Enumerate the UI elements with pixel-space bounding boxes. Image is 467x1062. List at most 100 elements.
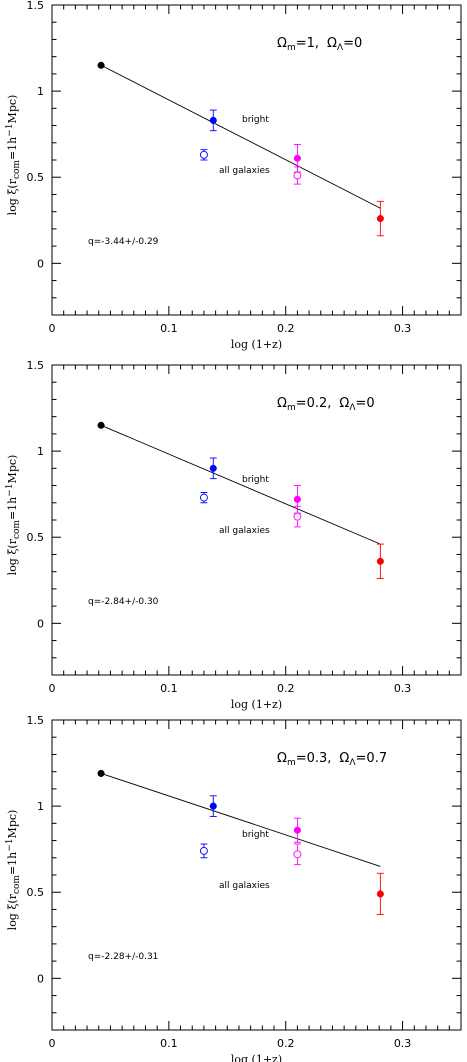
all-galaxies-annotation: all galaxies (219, 166, 270, 176)
data-point (376, 890, 384, 898)
y-axis-label: log ξ(rcom=1h−1Mpc) (5, 810, 22, 931)
data-point (293, 154, 301, 162)
x-tick-label: 0.2 (277, 322, 295, 335)
data-point (293, 495, 301, 503)
y-tick-labels: 0 0.5 1 1.5 (27, 0, 45, 270)
data-point (97, 61, 105, 69)
x-tick-label: 0.2 (277, 682, 295, 695)
y-tick-label: 1 (37, 85, 44, 98)
y-axis-label-sub: com (12, 160, 22, 179)
fit-line (100, 772, 381, 867)
y-axis-label-pre: log ξ(r (6, 893, 19, 930)
panel-1: 0 0.5 1 1.5 0 0.1 0.2 0.3 log (1+z) log … (5, 0, 462, 351)
omega-lambda-sub: Λ (349, 403, 356, 413)
y-tick-labels: 0 0.5 1 1.5 (27, 359, 45, 630)
data-point (376, 557, 384, 565)
y-tick-label: 0.5 (27, 886, 45, 899)
y-tick-label: 1.5 (27, 359, 45, 372)
omega-symbol: Ω (327, 36, 337, 51)
y-tick-label: 1 (37, 445, 44, 458)
y-axis-label-pre: log ξ(r (6, 178, 19, 215)
data-point-open (293, 850, 302, 859)
omega-lambda-sub: Λ (337, 43, 344, 53)
y-axis-label-post: Mpc) (6, 455, 19, 484)
omega-symbol: Ω (277, 396, 287, 411)
data-point-open (199, 493, 208, 502)
y-axis-label-post: Mpc) (6, 95, 19, 124)
axis-ticks (51, 4, 462, 316)
bright-annotation: bright (242, 830, 269, 840)
omega-m-sub: m (287, 43, 296, 53)
x-tick-labels: 0 0.1 0.2 0.3 (49, 322, 412, 335)
y-tick-label: 0 (37, 257, 44, 270)
data-marks (97, 61, 384, 237)
y-tick-label: 1 (37, 800, 44, 813)
x-axis-label: log (1+z) (231, 698, 282, 711)
data-point (376, 215, 384, 223)
y-tick-label: 1.5 (27, 0, 45, 12)
y-tick-label: 0 (37, 972, 44, 985)
omega-lambda-value: =0 (343, 36, 362, 51)
axis-ticks (51, 364, 462, 676)
slope-label: q=-2.28+/-0.31 (88, 952, 158, 962)
y-tick-label: 0.5 (27, 531, 45, 544)
omega-lambda-value: =0 (356, 396, 375, 411)
cosmology-label: Ωm=0.2, ΩΛ=0 (277, 396, 375, 413)
x-tick-label: 0.1 (160, 682, 178, 695)
omega-symbol: Ω (277, 751, 287, 766)
omega-m-value: =0.3, (296, 751, 332, 766)
all-galaxies-annotation: all galaxies (219, 881, 270, 891)
cosmology-label: Ωm=1, ΩΛ=0 (277, 36, 362, 53)
data-point-open (293, 512, 302, 521)
data-point-open (199, 846, 208, 855)
omega-symbol: Ω (339, 751, 349, 766)
slope-label: q=-2.84+/-0.30 (88, 597, 159, 607)
data-point-open (199, 150, 208, 159)
y-axis-label-sup: −1 (5, 483, 15, 496)
y-axis-label: log ξ(rcom=1h−1Mpc) (5, 95, 22, 216)
y-axis-label-post: Mpc) (6, 810, 19, 839)
omega-m-sub: m (287, 758, 296, 768)
cosmology-label: Ωm=0.3, ΩΛ=0.7 (277, 751, 387, 768)
bright-annotation: bright (242, 115, 269, 125)
x-tick-label: 0 (49, 1037, 56, 1050)
bright-annotation: bright (242, 475, 269, 485)
x-tick-label: 0 (49, 322, 56, 335)
data-point-open (293, 171, 302, 180)
data-point (209, 802, 217, 810)
x-tick-label: 0 (49, 682, 56, 695)
x-tick-label: 0.2 (277, 1037, 295, 1050)
x-tick-label: 0.1 (160, 322, 178, 335)
omega-symbol: Ω (339, 396, 349, 411)
data-point (209, 464, 217, 472)
omega-lambda-sub: Λ (349, 758, 356, 768)
omega-m-value: =0.2, (296, 396, 332, 411)
x-tick-label: 0.3 (394, 322, 412, 335)
data-point (209, 116, 217, 124)
x-tick-label: 0.3 (394, 682, 412, 695)
y-axis-label-pre: log ξ(r (6, 538, 19, 575)
y-axis-label-sub: com (12, 875, 22, 894)
all-galaxies-annotation: all galaxies (219, 526, 270, 536)
fit-line (100, 424, 381, 545)
slope-label: q=-3.44+/-0.29 (88, 237, 159, 247)
x-axis-label: log (1+z) (231, 338, 282, 351)
panel-3: 0 0.5 1 1.5 0 0.1 0.2 0.3 log (1+z) log … (5, 714, 462, 1062)
y-axis-label: log ξ(rcom=1h−1Mpc) (5, 455, 22, 576)
x-tick-labels: 0 0.1 0.2 0.3 (49, 682, 412, 695)
axis-ticks (51, 719, 462, 1031)
omega-m-value: =1, (296, 36, 319, 51)
y-tick-labels: 0 0.5 1 1.5 (27, 714, 45, 985)
data-point (97, 769, 105, 777)
panel-2: 0 0.5 1 1.5 0 0.1 0.2 0.3 log (1+z) log … (5, 359, 462, 711)
y-tick-label: 0.5 (27, 171, 45, 184)
data-point (293, 826, 301, 834)
y-axis-label-mid: =1h (6, 852, 19, 875)
x-tick-labels: 0 0.1 0.2 0.3 (49, 1037, 412, 1050)
y-axis-label-mid: =1h (6, 137, 19, 160)
omega-m-sub: m (287, 403, 296, 413)
data-marks (97, 769, 384, 916)
omega-symbol: Ω (277, 36, 287, 51)
